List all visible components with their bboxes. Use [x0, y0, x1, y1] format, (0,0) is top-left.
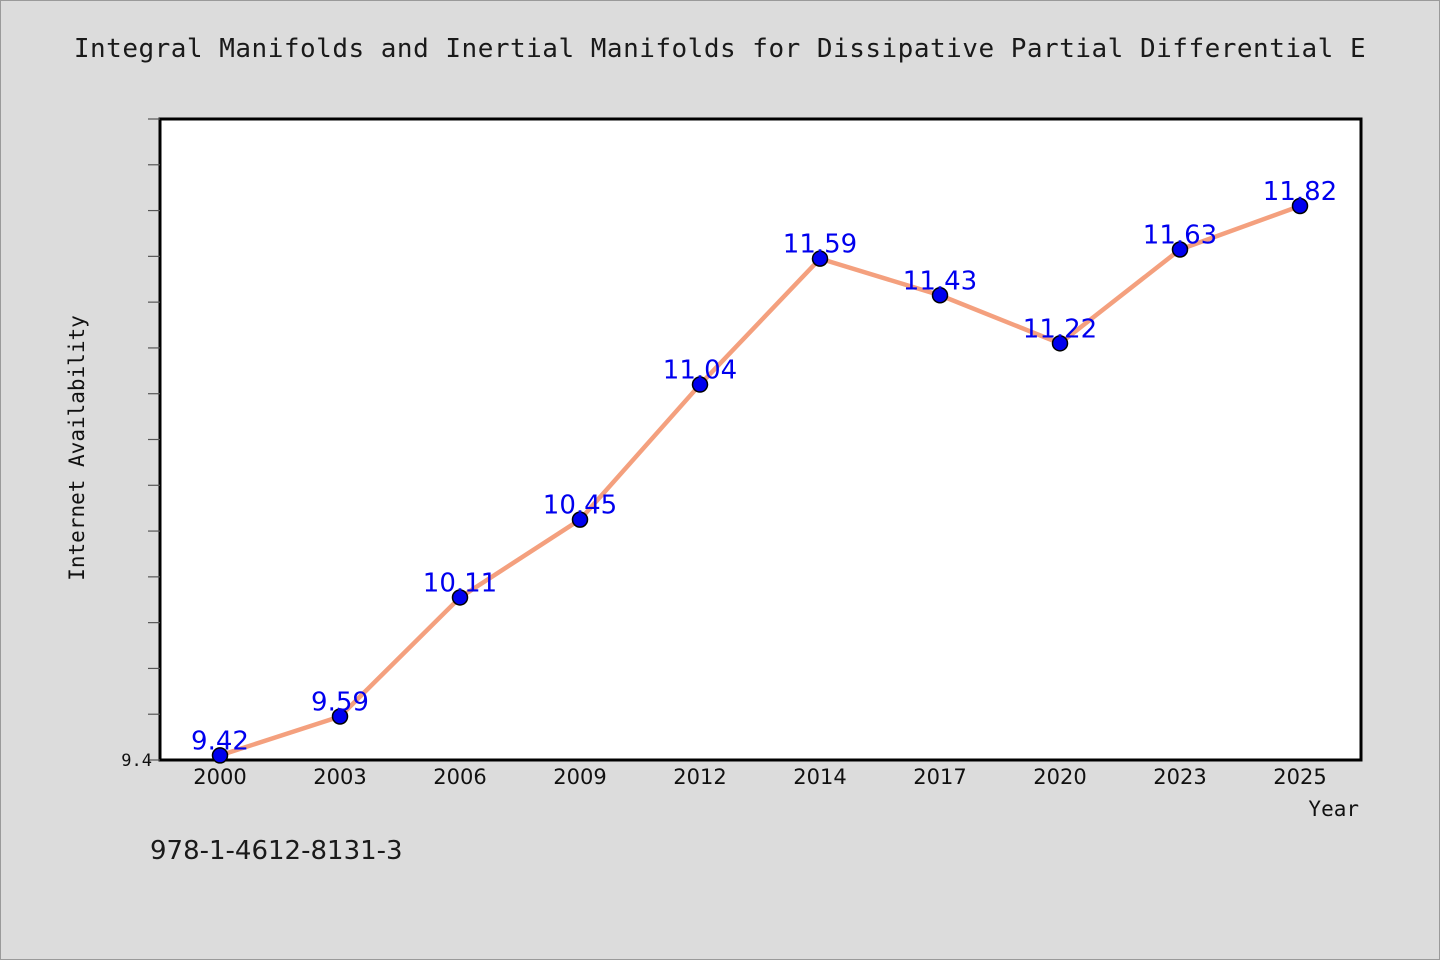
isbn-text: 978-1-4612-8131-3	[150, 836, 403, 866]
plot-area	[158, 117, 1363, 762]
data-point[interactable]	[211, 747, 229, 764]
chart-title: Integral Manifolds and Inertial Manifold…	[73, 34, 1367, 64]
data-label: 11.82	[1263, 177, 1337, 207]
data-point[interactable]	[691, 376, 709, 393]
data-label: 11.22	[1023, 314, 1097, 344]
data-point[interactable]	[1051, 335, 1069, 352]
x-axis-title: Year	[1308, 797, 1359, 821]
data-point[interactable]	[451, 589, 469, 606]
data-label: 10.11	[423, 568, 497, 598]
x-tick-label: 2020	[1033, 765, 1086, 789]
data-point[interactable]	[1171, 241, 1189, 258]
x-tick-label: 2014	[793, 765, 846, 789]
data-label: 11.63	[1143, 220, 1217, 250]
data-point[interactable]	[331, 708, 349, 725]
data-label: 9.42	[191, 726, 249, 756]
data-point[interactable]	[1291, 197, 1309, 215]
data-label: 11.04	[663, 356, 737, 386]
x-tick-label: 2017	[913, 765, 966, 789]
series-group: 9.42 9.59 10.11 10.45 11.04 11.59 11.43 11.22 11…	[191, 177, 1337, 764]
x-tick-label: 2012	[673, 765, 726, 789]
x-tick-label: 2003	[313, 765, 366, 789]
data-label: 11.59	[783, 230, 857, 260]
x-axis-labels: 2000 2003 2006 2009 2012 2014 2017 2020 2023 2025	[193, 765, 1326, 789]
series-line	[217, 203, 1303, 758]
y-axis-ticks: 9.4	[121, 118, 160, 771]
data-point[interactable]	[811, 250, 829, 267]
y-tick-label: 9.4	[121, 751, 152, 771]
x-tick-label: 2023	[1153, 765, 1206, 789]
x-tick-label: 2025	[1273, 765, 1326, 789]
x-tick-label: 2006	[433, 765, 486, 789]
x-tick-label: 2009	[553, 765, 606, 789]
data-label: 10.45	[543, 491, 617, 521]
data-label: 9.59	[311, 688, 369, 718]
data-label: 11.43	[903, 266, 977, 296]
data-point[interactable]	[571, 511, 589, 528]
data-point[interactable]	[931, 287, 949, 304]
y-axis-title: Internet Availability	[65, 315, 89, 581]
x-tick-label: 2000	[193, 765, 246, 789]
